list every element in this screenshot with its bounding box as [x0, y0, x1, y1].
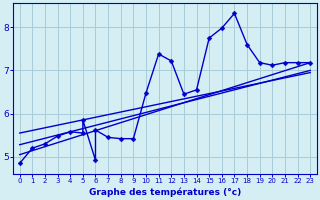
X-axis label: Graphe des températures (°c): Graphe des températures (°c) — [89, 187, 241, 197]
